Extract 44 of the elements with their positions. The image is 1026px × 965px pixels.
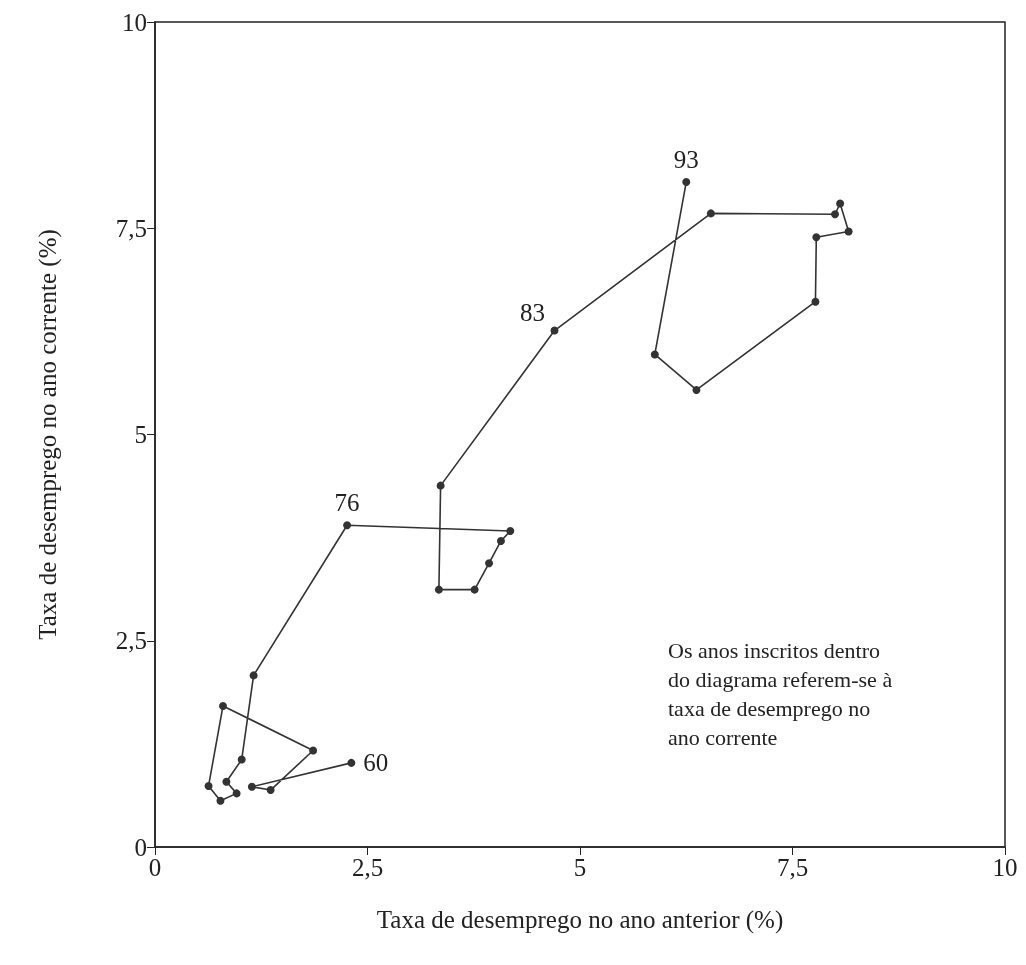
- point: [812, 233, 821, 242]
- point: [470, 585, 479, 594]
- annotation: 83: [520, 298, 545, 326]
- annotation: 93: [673, 146, 699, 174]
- point: [237, 755, 246, 764]
- x-tick-label: 10: [992, 854, 1018, 881]
- point: [496, 536, 505, 545]
- point: [247, 782, 256, 791]
- point: [232, 789, 241, 798]
- point: [219, 701, 227, 710]
- x-tick-label: 2,5: [351, 854, 384, 881]
- point: [506, 527, 515, 536]
- point: [844, 227, 853, 236]
- y-tick-label: 2,5: [115, 627, 147, 655]
- point: [434, 585, 443, 594]
- x-axis-title: Taxa de desemprego no ano anterior (%): [376, 906, 784, 934]
- point: [682, 178, 691, 187]
- annotation: Os anos inscritos dentro do diagrama referem-se à taxa de desemprego no ano corrente: [668, 638, 893, 750]
- point: [249, 671, 258, 680]
- point: [831, 210, 839, 219]
- point: [485, 559, 494, 568]
- point: [436, 481, 445, 490]
- y-tick-label: 0: [134, 833, 147, 861]
- point: [550, 326, 559, 335]
- point: [811, 297, 820, 306]
- y-tick-label: 7,5: [115, 214, 147, 242]
- point: [216, 796, 225, 805]
- x-tick-label: 5: [573, 854, 587, 881]
- y-tick-label: 10: [122, 8, 147, 36]
- point: [266, 786, 275, 795]
- point: [650, 350, 659, 359]
- annotation: 60: [363, 749, 389, 777]
- point: [836, 199, 845, 208]
- point: [706, 209, 715, 218]
- annotation: 76: [334, 489, 360, 517]
- point: [204, 781, 213, 790]
- point: [347, 758, 356, 767]
- point: [343, 521, 352, 530]
- y-tick-label: 5: [134, 421, 147, 448]
- point: [692, 385, 701, 394]
- point: [309, 746, 318, 755]
- x-tick-label: 7,5: [776, 854, 809, 881]
- point: [222, 777, 231, 786]
- y-axis-title: Taxa de desemprego no ano corrente (%): [34, 229, 62, 640]
